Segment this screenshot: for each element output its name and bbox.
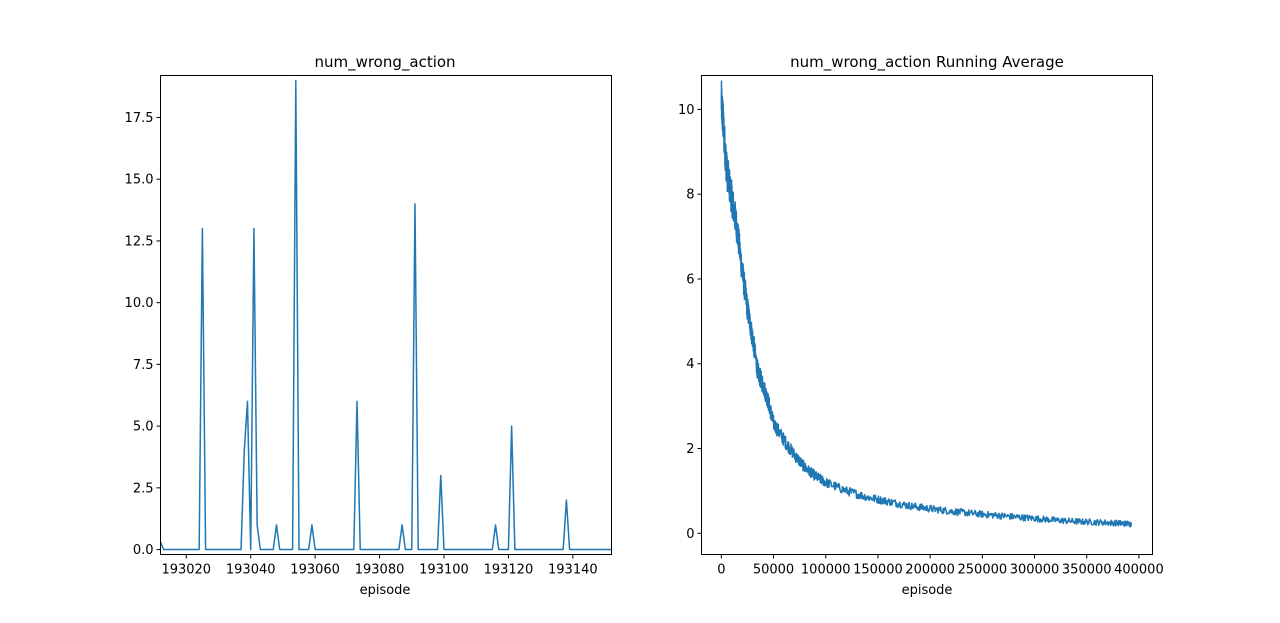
left-series-line [160,79,612,551]
left-y-tick-label: 5.0 [133,420,154,435]
right-x-tick-label: 200000 [905,563,955,578]
left-panel: num_wrong_action 193020 193040 193060 19308… [125,53,612,598]
left-x-tick-label: 193100 [419,563,469,578]
left-x-tick-label: 193080 [355,563,405,578]
left-y-tick-label: 7.5 [133,358,154,373]
right-y-tick-label: 0 [686,527,694,542]
right-x-tick-label: 300000 [1010,563,1060,578]
left-y-tick-label: 2.5 [133,481,154,496]
left-x-ticks: 193020 193040 193060 193080 193100 193120 1931… [161,554,598,578]
left-x-tick-label: 193020 [161,563,211,578]
right-x-tick-label: 0 [717,563,725,578]
right-y-tick-label: 2 [686,442,694,457]
right-x-axis-label: episode [902,583,953,598]
right-x-tick-label: 100000 [801,563,851,578]
left-x-tick-label: 193140 [548,563,598,578]
right-x-tick-label: 400000 [1114,563,1164,578]
left-y-tick-label: 0.0 [133,543,154,558]
right-x-tick-label: 250000 [958,563,1008,578]
right-y-tick-label: 6 [686,272,694,287]
left-y-ticks: 0.0 2.5 5.0 7.5 10.0 12.5 15.0 17.5 [125,111,161,558]
left-y-tick-label: 15.0 [125,173,154,188]
left-y-tick-label: 17.5 [125,111,154,126]
left-x-tick-label: 193120 [484,563,534,578]
right-y-tick-label: 10 [678,103,695,118]
left-chart-title: num_wrong_action [314,53,455,72]
left-plot-line-group [160,79,612,551]
right-x-ticks: 0 50000 100000 150000 200000 250000 300000 3500… [717,554,1164,578]
right-x-tick-label: 350000 [1062,563,1112,578]
right-x-tick-label: 150000 [853,563,903,578]
right-plot-line-group [720,80,1133,528]
right-y-ticks: 0 2 4 6 8 10 [678,103,702,542]
right-plot-frame [701,75,1153,555]
right-y-tick-label: 8 [686,188,694,203]
right-panel: num_wrong_action Running Average 0 50000 1… [678,53,1164,598]
left-y-tick-label: 10.0 [125,296,154,311]
right-chart-title: num_wrong_action Running Average [790,53,1064,72]
right-series-line [720,80,1133,528]
right-x-tick-label: 50000 [753,563,794,578]
left-x-axis-label: episode [360,583,411,598]
left-plot-frame [160,75,612,555]
left-x-tick-label: 193060 [290,563,340,578]
right-y-tick-label: 4 [686,357,694,372]
left-x-tick-label: 193040 [226,563,276,578]
left-y-tick-label: 12.5 [125,234,154,249]
